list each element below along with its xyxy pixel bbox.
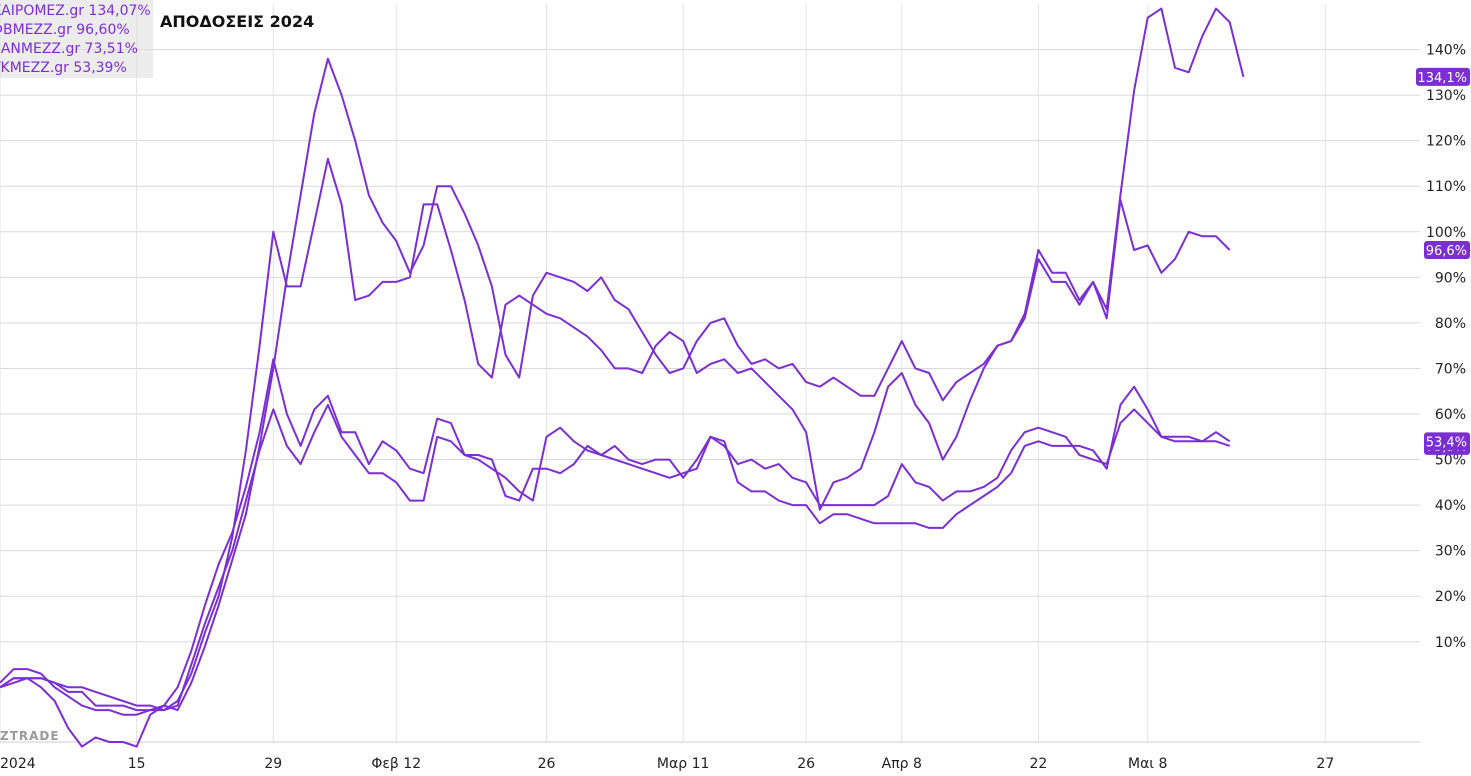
x-tick-label: 15 [128, 756, 146, 772]
x-tick-label: 26 [797, 756, 815, 772]
legend-item-3: ΣΑΝΜΕΖΖ.gr 73,51% [0, 41, 138, 57]
y-tick-label: 90% [1435, 270, 1466, 286]
x-tick-label: 29 [264, 756, 282, 772]
y-tick-label: 100% [1426, 225, 1466, 241]
y-tick-label: 30% [1435, 544, 1466, 560]
series-line-1 [0, 7, 1245, 748]
y-tick-label: 70% [1435, 361, 1466, 377]
y-tick-label: 40% [1435, 498, 1466, 514]
series-line-2 [0, 157, 1231, 716]
last-value-label: 53,4% [1426, 435, 1467, 450]
last-value-label: 96,6% [1426, 244, 1467, 259]
chart-title: ΑΠΟΔΟΣΕΙΣ 2024 [160, 12, 315, 31]
x-tick-label: Φεβ 12 [371, 756, 421, 772]
series-line-3 [0, 358, 1231, 712]
y-tick-label: 110% [1426, 179, 1466, 195]
x-tick-label: 26 [538, 756, 556, 772]
legend-item-2: ΦΒΜΕΖΖ.gr 96,60% [0, 22, 130, 38]
y-tick-label: 130% [1426, 88, 1466, 104]
x-tick-label: Απρ 8 [882, 756, 922, 772]
x-tick-label: Μαι 8 [1128, 756, 1167, 772]
y-tick-label: 140% [1426, 43, 1466, 59]
watermark: ZTRADE [0, 729, 60, 743]
y-tick-label: 20% [1435, 589, 1466, 605]
y-tick-label: 120% [1426, 134, 1466, 150]
x-tick-label: Μαρ 11 [657, 756, 709, 772]
y-tick-label: 50% [1435, 453, 1466, 469]
last-value-badge [1424, 241, 1470, 259]
y-tick-label: 80% [1435, 316, 1466, 332]
x-tick-label: 27 [1316, 756, 1334, 772]
y-tick-label: 10% [1435, 635, 1466, 651]
last-value-badge [1416, 67, 1470, 86]
legend-item-1: ΚΑΙΡΟΜΕΖ.gr 134,07% [0, 3, 151, 19]
series-line-4 [0, 385, 1231, 712]
last-value-badge [1424, 432, 1470, 451]
x-tick-label: 22 [1029, 756, 1047, 772]
x-tick-label: 2024 [0, 756, 36, 772]
y-tick-label: 60% [1435, 407, 1466, 423]
legend: ΚΑΙΡΟΜΕΖ.gr 134,07% ΦΒΜΕΖΖ.gr 96,60% ΣΑΝΜΕ… [0, 0, 153, 78]
legend-item-4: ΤΚΜΕΖΖ.gr 53,39% [0, 60, 127, 76]
last-value-label: 134,1% [1417, 71, 1467, 86]
